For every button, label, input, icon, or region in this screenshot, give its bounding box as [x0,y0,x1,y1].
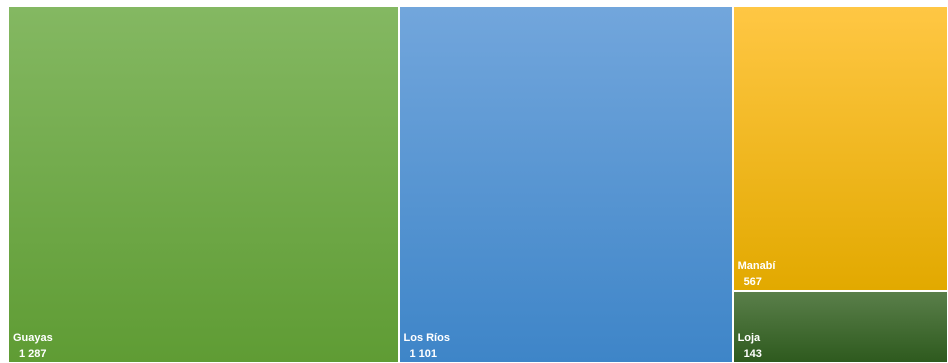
tile-loja: Loja 143 [732,291,948,363]
tile-value-guayas: 1 287 [19,348,47,360]
tile-label-guayas: Guayas [13,332,53,344]
tile-label-los-rios: Los Ríos [403,332,450,344]
tile-value-manabi: 567 [743,276,762,289]
tile-los-rios: Los Ríos 1 101 [398,6,733,363]
tile-value-los-rios: 1 101 [409,348,438,360]
tile-label-manabi: Manabí [737,260,776,273]
tile-value-loja: 143 [743,347,762,360]
tile-manabi: Manabí 567 [732,6,948,292]
tile-guayas: Guayas 1 287 [8,6,399,363]
tile-label-loja: Loja [737,331,761,344]
